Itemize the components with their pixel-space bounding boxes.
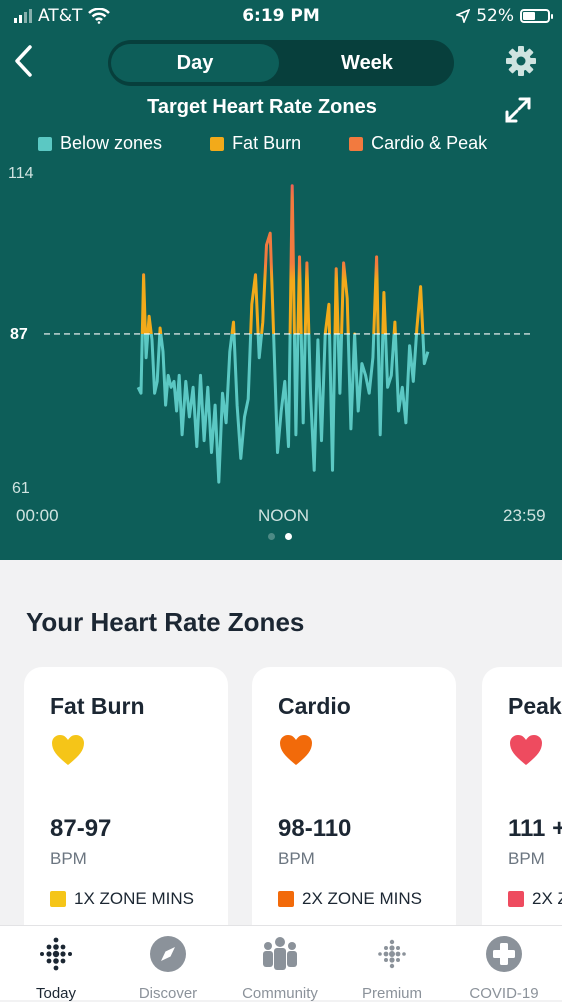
tab-discover[interactable]: Discover	[112, 934, 224, 1002]
battery-percent: 52%	[476, 6, 514, 26]
clock: 6:19 PM	[242, 6, 320, 26]
y-tick-min: 61	[12, 480, 30, 497]
community-icon	[263, 937, 297, 970]
gear-icon[interactable]	[504, 44, 538, 78]
signal-icon	[14, 9, 32, 23]
zone-card-fat-burn[interactable]: Fat Burn 87-97 BPM 1X ZONE MINS	[24, 667, 228, 947]
carrier-name: AT&T	[38, 6, 83, 26]
zone-mins: 2X ZONE MINS	[278, 889, 422, 909]
zone-name: Peak	[508, 693, 562, 719]
carrier: AT&T	[14, 6, 111, 26]
tab-community[interactable]: Community	[224, 934, 336, 1002]
status-bar: AT&T 6:19 PM 52%	[0, 6, 562, 28]
zone-card-peak[interactable]: Peak 111 + BPM 2X ZONE MINS	[482, 667, 562, 947]
zone-name: Cardio	[278, 693, 351, 719]
y-tick-max: 114	[8, 165, 34, 182]
toggle-week[interactable]: Week	[341, 52, 393, 74]
wifi-icon	[88, 8, 111, 24]
zone-mins: 2X ZONE MINS	[508, 889, 562, 909]
tab-label: COVID-19	[469, 985, 539, 1002]
zone-unit: BPM	[50, 849, 87, 868]
legend-fat-burn: Fat Burn	[210, 133, 301, 154]
toggle-day[interactable]: Day	[111, 44, 279, 82]
tab-label: Community	[242, 985, 318, 1002]
premium-dots-icon	[378, 939, 406, 969]
location-icon	[456, 9, 471, 23]
heart-rate-panel: AT&T 6:19 PM 52% Day Week	[0, 0, 562, 560]
zone-card-cardio[interactable]: Cardio 98-110 BPM 2X ZONE MINS	[252, 667, 456, 947]
zone-range: 87-97	[50, 815, 112, 842]
heart-icon	[280, 735, 312, 765]
heart-icon	[52, 735, 84, 765]
battery-icon	[520, 9, 553, 23]
compass-icon	[150, 936, 186, 972]
tab-covid-19[interactable]: COVID-19	[448, 934, 560, 1002]
covid-plus-icon	[486, 936, 522, 972]
zones-section-title: Your Heart Rate Zones	[26, 607, 305, 637]
zone-unit: BPM	[278, 849, 315, 868]
zone-range: 111 +	[508, 815, 562, 842]
page-dot-2-active[interactable]	[285, 533, 292, 540]
y-tick-threshold: 87	[10, 326, 28, 343]
tab-premium[interactable]: Premium	[336, 934, 448, 1002]
day-week-toggle: Day Week	[108, 40, 454, 86]
tab-label: Today	[35, 985, 77, 1002]
bottom-tab-bar: Today Discover Community Premium	[0, 925, 562, 1002]
heart-icon	[510, 735, 542, 765]
tab-label: Discover	[138, 985, 198, 1002]
zone-mins: 1X ZONE MINS	[50, 889, 194, 909]
tab-today[interactable]: Today	[0, 934, 112, 1002]
expand-icon[interactable]	[504, 96, 532, 124]
status-right: 52%	[456, 6, 553, 26]
zone-name: Fat Burn	[50, 693, 145, 719]
zone-unit: BPM	[508, 849, 545, 868]
x-tick-start: 00:00	[16, 506, 59, 525]
chart-title: Target Heart Rate Zones	[147, 96, 377, 118]
tab-label: Premium	[361, 985, 422, 1002]
heart-rate-series-line	[136, 184, 430, 484]
x-tick-noon: NOON	[258, 506, 309, 525]
heart-rate-chart	[44, 184, 534, 484]
chart-legend: Below zones Fat Burn Cardio & Peak	[38, 133, 487, 154]
page-dot-1[interactable]	[268, 533, 275, 540]
legend-below: Below zones	[38, 133, 162, 154]
back-chevron-icon[interactable]	[12, 44, 36, 78]
fitbit-dots-icon	[40, 937, 72, 971]
x-tick-end: 23:59	[503, 506, 546, 525]
page-indicator	[268, 533, 292, 540]
legend-cardio-peak: Cardio & Peak	[349, 133, 487, 154]
zone-range: 98-110	[278, 815, 352, 842]
